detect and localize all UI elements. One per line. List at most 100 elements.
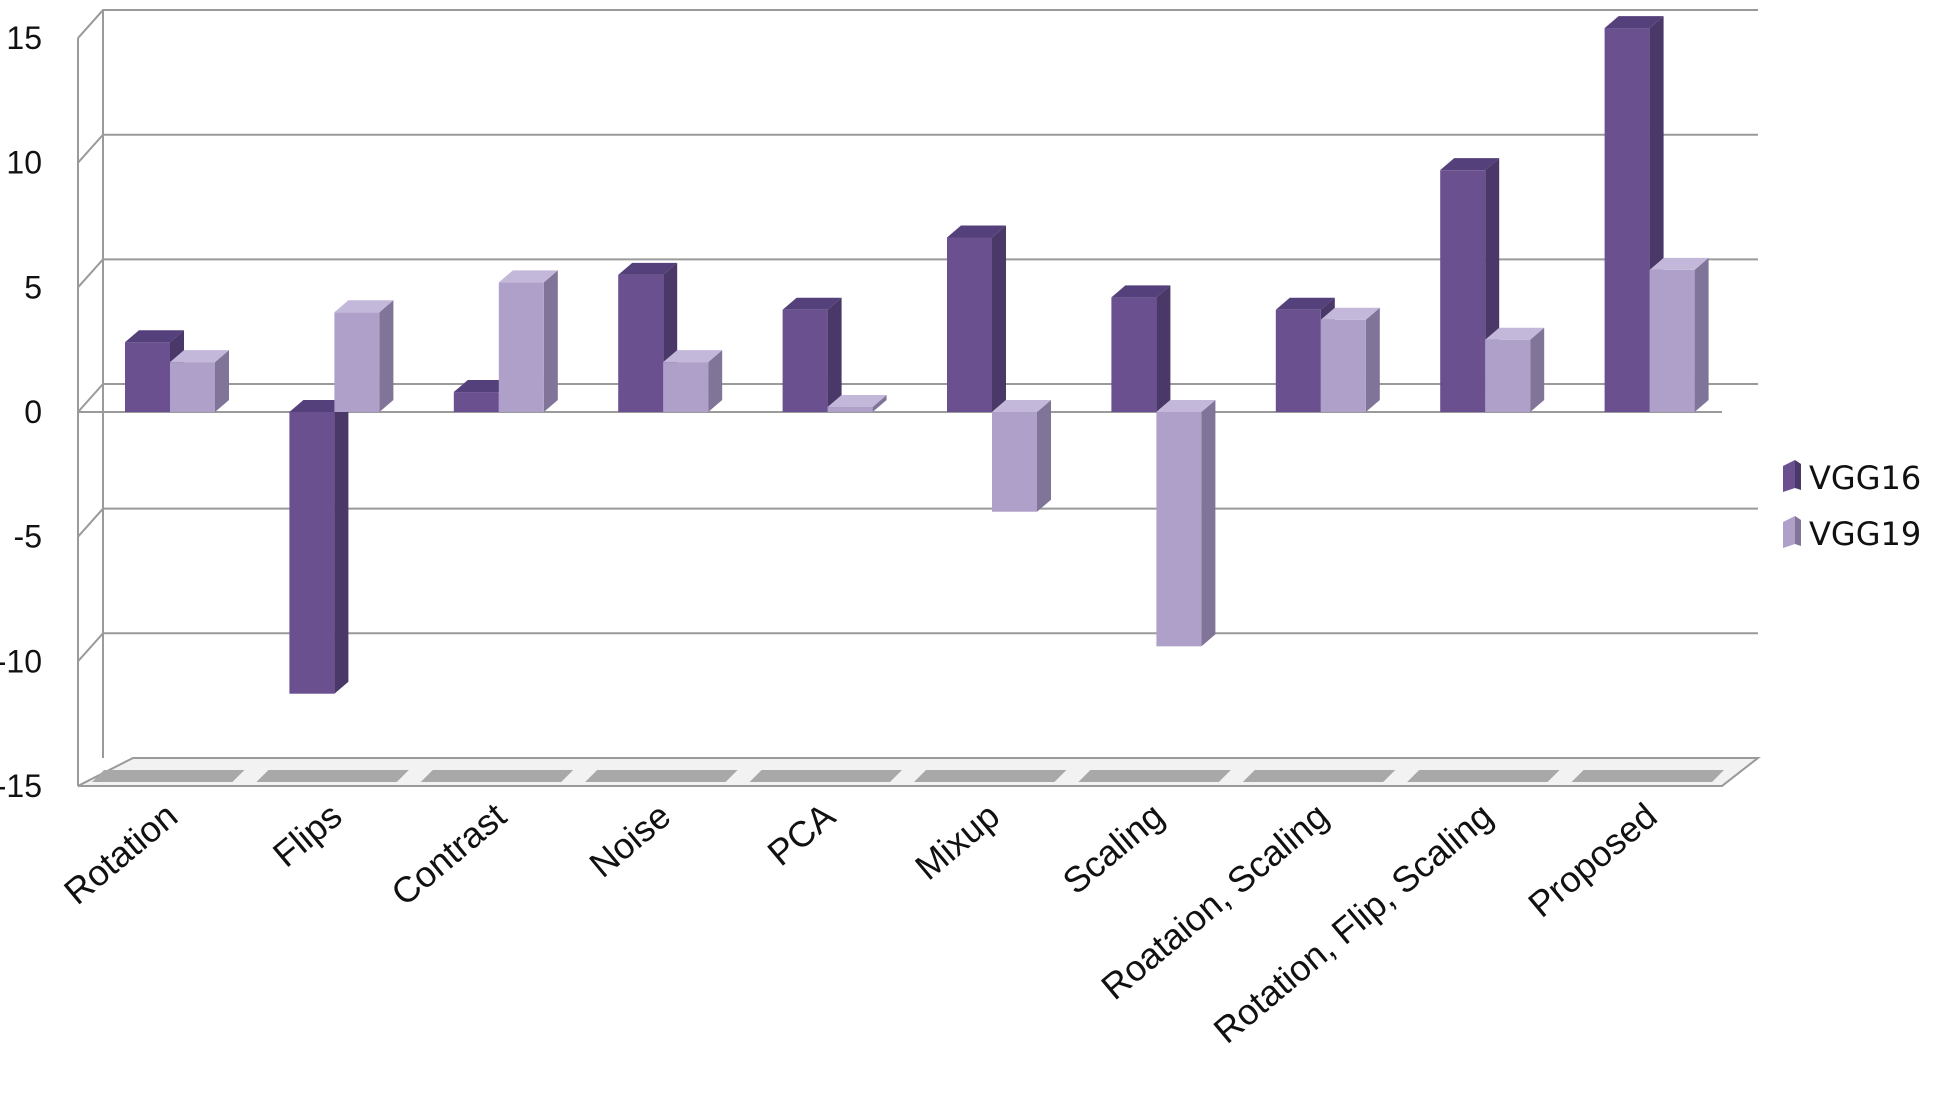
y-tick-label-1: 10 [6,145,42,181]
bar-vgg16-4 [782,297,842,412]
bar-top [947,225,1006,238]
bar-front [1649,269,1695,412]
bar-top [125,330,184,343]
bar-front [1275,309,1321,412]
bar-side [1365,307,1380,412]
legend-swatch-vgg19-side [1795,516,1801,546]
x-category-label-3: Noise [581,795,678,886]
bar-front [663,362,709,412]
x-category-label-1: Flips [265,795,350,875]
bar-side [827,297,842,412]
bar-top [1649,257,1709,270]
bar-front [618,274,664,412]
bar-vgg19-4 [827,395,887,412]
bar-vgg19-8 [1485,327,1545,412]
bar-vgg19-5 [992,400,1051,512]
bar-top [1485,327,1545,340]
bar-side [1694,257,1709,412]
bar-side [992,225,1006,412]
x-category-label-9: Proposed [1520,795,1664,925]
legend: VGG16 VGG19 [1783,459,1921,553]
bar-vgg19-7 [1320,307,1380,412]
floor-tile-7 [1242,769,1396,782]
y-tick-label-3: 0 [24,394,42,430]
bar-top [498,270,558,283]
bar-top [1156,400,1216,412]
y-tick-label-5: -10 [0,643,42,679]
bar-side [215,350,229,412]
floor-tile-5 [914,769,1067,782]
gridline-0 [77,9,1758,39]
bar-front [782,309,828,412]
x-category-label-0: Rotation [56,795,185,913]
bar-top [1275,297,1335,310]
bar-side [1037,400,1051,512]
floor-tile-1 [256,769,409,782]
bar-top [289,400,349,412]
bar-front [453,392,499,412]
bar-vgg19-9 [1649,257,1709,412]
bar-vgg19-2 [498,270,558,412]
x-category-label-5: Mixup [907,795,1007,888]
bar-side [708,350,723,412]
bar-vgg16-5 [947,225,1006,412]
y-tick-label-2: 5 [24,269,42,305]
legend-swatch-vgg19 [1783,516,1795,548]
y-tick-label-4: -5 [14,519,42,555]
bar-front [1111,297,1157,412]
legend-swatch-vgg16-side [1795,460,1801,490]
bar-top [334,300,394,313]
legend-label-vgg19: VGG19 [1809,515,1921,553]
bar-top [1111,285,1171,298]
bar-top [618,262,678,275]
bar-layer [125,16,1709,694]
legend-item-vgg19: VGG19 [1783,515,1921,553]
bar-side [334,400,349,694]
bar-top [1440,158,1500,171]
y-tick-label-6: -15 [0,768,42,804]
bar-vgg19-3 [663,350,723,412]
floor-tile-9 [1571,769,1724,782]
bar-vgg19-6 [1156,400,1216,647]
bar-vgg19-0 [170,350,229,412]
bar-top [992,400,1051,412]
bar-front [1156,412,1202,647]
bar-side [872,395,887,412]
x-axis-categories: Rotation Flips Contrast Noise PCA Mixup Scalin… [56,795,1665,1052]
bar-front [170,362,215,412]
bar-front [1485,339,1531,412]
bar-front [1320,319,1366,412]
floor-tile-4 [749,769,902,782]
bar-top [170,350,229,363]
bar-top [1320,307,1380,320]
floor-tile-3 [585,769,738,782]
bar-front [1440,170,1486,412]
bar-top [1604,16,1664,29]
bar-front [125,342,170,412]
bar-side [1156,285,1171,412]
bar-front [827,407,873,412]
bar-front [498,282,544,412]
floor-tile-0 [92,769,245,782]
gridline-2 [77,258,1758,289]
floor-tile-8 [1407,769,1560,782]
bar-front [947,237,992,412]
legend-swatch-vgg16 [1783,460,1795,492]
floor-layer [77,756,1761,787]
bar-top [663,350,723,363]
floor-tile-2 [420,769,574,782]
bar-side [1530,327,1545,412]
bar-top [453,380,513,393]
legend-item-vgg16: VGG16 [1783,459,1921,497]
y-tick-label-0: 15 [6,20,42,56]
bar-vgg19-1 [334,300,394,412]
x-category-label-2: Contrast [383,795,514,914]
bar-top [782,297,842,310]
bar-vgg16-6 [1111,285,1171,412]
floor-tile-6 [1078,769,1231,782]
bar-top [827,395,887,408]
gridline-1 [77,133,1758,164]
x-category-label-6: Scaling [1055,795,1172,902]
y-axis-ticks: 15 10 5 0 -5 -10 -15 [0,20,42,804]
